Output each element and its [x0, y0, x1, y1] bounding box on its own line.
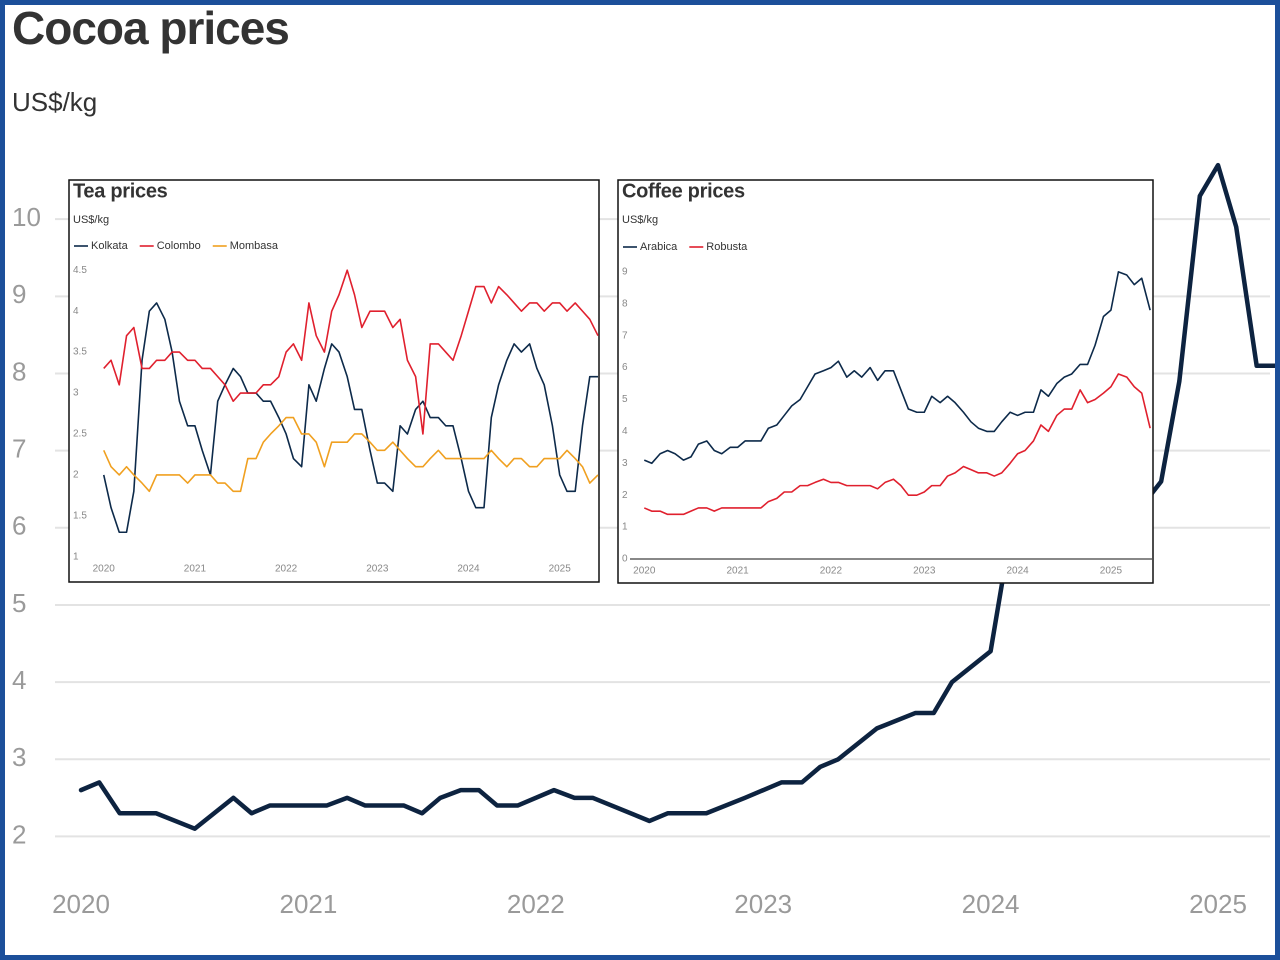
line	[103, 416, 599, 493]
y-tick-label: 2	[73, 470, 79, 481]
line	[643, 271, 1151, 465]
line	[643, 373, 1151, 516]
legend-item: Mombasa	[212, 240, 279, 252]
legend-item: Arabica	[623, 241, 678, 253]
y-tick-label: 8	[622, 298, 628, 309]
legend-label: Mombasa	[230, 240, 279, 252]
plot-area	[102, 269, 599, 534]
x-tick-label: 2025	[1189, 889, 1247, 919]
legend-item: Kolkata	[74, 240, 129, 252]
y-tick-label: 8	[12, 356, 26, 386]
y-tick-label: 10	[12, 202, 41, 232]
y-tick-label: 7	[622, 330, 628, 341]
x-tick-label: 2023	[366, 564, 389, 575]
x-tick-label: 2024	[457, 564, 480, 575]
y-tick-label: 3	[12, 742, 26, 772]
chart-title: Coffee prices	[622, 180, 745, 202]
y-tick-label: 4	[12, 665, 26, 695]
x-tick-label: 2022	[507, 889, 565, 919]
y-tick-label: 4	[622, 426, 628, 437]
chart-subtitle: US$/kg	[12, 87, 97, 117]
inset-panel	[617, 179, 1154, 584]
chart-subtitle: US$/kg	[73, 214, 109, 226]
x-tick-label: 2025	[549, 564, 572, 575]
legend-item: Robusta	[689, 241, 748, 253]
y-tick-label: 9	[622, 267, 628, 278]
y-tick-label: 7	[12, 434, 26, 464]
y-tick-label: 2.5	[73, 429, 87, 440]
line	[102, 302, 598, 534]
inset-chart: Tea prices US$/kg 1 1.5 2 2.5 3 3.5 4 4.5 2020 2021…	[68, 179, 600, 583]
x-tick-label: 2020	[93, 564, 116, 575]
chart-title: Tea prices	[73, 180, 168, 202]
legend-item: Colombo	[139, 240, 201, 252]
y-tick-label: 2	[12, 819, 26, 849]
y-tick-label: 5	[622, 394, 628, 405]
x-tick-label: 2022	[275, 564, 298, 575]
y-tick-label: 1	[622, 522, 628, 533]
y-tick-label: 6	[622, 362, 628, 373]
x-tick-label: 2025	[1100, 566, 1123, 577]
y-tick-label: 1.5	[73, 511, 87, 522]
x-tick-label: 2023	[734, 889, 792, 919]
chart-subtitle: US$/kg	[622, 214, 658, 226]
y-tick-label: 4	[73, 306, 79, 317]
legend-label: Robusta	[706, 241, 748, 253]
plot-area	[643, 271, 1151, 516]
x-tick-label: 2021	[184, 564, 207, 575]
y-tick-label: 6	[12, 511, 26, 541]
y-tick-label: 5	[12, 588, 26, 618]
x-tick-label: 2023	[913, 566, 936, 577]
y-tick-label: 2	[622, 490, 628, 501]
line	[103, 269, 599, 435]
inset-chart: Coffee prices US$/kg 0 1 2 3 4 5 6 7 8 9 2020 2021 202…	[617, 179, 1154, 584]
y-tick-label: 3	[73, 388, 79, 399]
y-tick-label: 3.5	[73, 347, 87, 358]
x-tick-label: 2020	[52, 889, 110, 919]
x-tick-label: 2021	[726, 566, 749, 577]
x-tick-label: 2024	[1006, 566, 1029, 577]
x-tick-label: 2024	[962, 889, 1020, 919]
legend-label: Colombo	[157, 240, 201, 252]
y-tick-label: 1	[73, 551, 79, 562]
x-tick-label: 2021	[279, 889, 337, 919]
y-tick-label: 3	[622, 458, 628, 469]
x-tick-label: 2022	[820, 566, 843, 577]
legend-label: Kolkata	[91, 240, 129, 252]
inset-panel	[68, 179, 600, 583]
y-tick-label: 0	[622, 554, 628, 565]
x-tick-label: 2020	[633, 566, 656, 577]
legend-label: Arabica	[640, 241, 678, 253]
y-tick-label: 9	[12, 279, 26, 309]
chart-title: Cocoa prices	[12, 2, 289, 54]
y-tick-label: 4.5	[73, 265, 87, 276]
